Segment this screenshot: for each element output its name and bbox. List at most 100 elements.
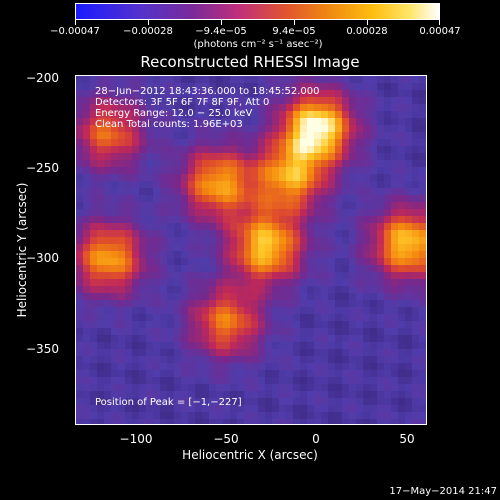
heatmap-cell	[384, 195, 391, 202]
heatmap-cell	[153, 321, 160, 328]
heatmap-cell	[104, 370, 111, 377]
heatmap-cell	[90, 174, 97, 181]
heatmap-cell	[384, 251, 391, 258]
heatmap-cell	[188, 419, 195, 424]
heatmap-cell	[97, 363, 104, 370]
heatmap-cell	[300, 111, 307, 118]
heatmap-cell	[244, 83, 251, 90]
heatmap-cell	[398, 286, 405, 293]
heatmap-cell	[307, 181, 314, 188]
heatmap-cell	[279, 195, 286, 202]
heatmap-cell	[90, 118, 97, 125]
heatmap-cell	[328, 328, 335, 335]
heatmap-cell	[405, 181, 412, 188]
heatmap-cell	[216, 230, 223, 237]
heatmap-cell	[237, 405, 244, 412]
heatmap-cell	[384, 223, 391, 230]
heatmap-cell	[181, 174, 188, 181]
heatmap-cell	[258, 237, 265, 244]
heatmap-cell	[335, 384, 342, 391]
heatmap-cell	[97, 146, 104, 153]
heatmap-cell	[314, 111, 321, 118]
heatmap-cell	[230, 188, 237, 195]
heatmap-cell	[335, 251, 342, 258]
heatmap-cell	[412, 76, 419, 83]
heatmap-cell	[265, 314, 272, 321]
heatmap-cell	[230, 111, 237, 118]
heatmap-cell	[181, 230, 188, 237]
heatmap-cell	[377, 377, 384, 384]
heatmap-cell	[342, 314, 349, 321]
heatmap-cell	[377, 202, 384, 209]
heatmap-cell	[307, 132, 314, 139]
heatmap-cell	[83, 335, 90, 342]
heatmap-cell	[349, 188, 356, 195]
heatmap-cell	[412, 293, 419, 300]
heatmap-cell	[412, 167, 419, 174]
heatmap-cell	[237, 167, 244, 174]
heatmap-cell	[111, 146, 118, 153]
heatmap-cell	[181, 90, 188, 97]
heatmap-cell	[216, 146, 223, 153]
heatmap-cell	[412, 398, 419, 405]
heatmap-cell	[146, 139, 153, 146]
heatmap-cell	[265, 349, 272, 356]
heatmap-cell	[125, 370, 132, 377]
heatmap-cell	[195, 139, 202, 146]
heatmap-cell	[244, 118, 251, 125]
heatmap-cell	[342, 195, 349, 202]
heatmap-cell	[251, 118, 258, 125]
heatmap-cell	[83, 132, 90, 139]
heatmap-cell	[118, 160, 125, 167]
heatmap-cell	[279, 202, 286, 209]
heatmap-cell	[293, 111, 300, 118]
heatmap-cell	[202, 188, 209, 195]
heatmap-cell	[328, 195, 335, 202]
heatmap-cell	[181, 286, 188, 293]
heatmap-cell	[139, 398, 146, 405]
heatmap-cell	[293, 258, 300, 265]
heatmap-cell	[419, 125, 426, 132]
heatmap-cell	[125, 258, 132, 265]
heatmap-cell	[132, 174, 139, 181]
heatmap-cell	[293, 405, 300, 412]
heatmap-cell	[293, 328, 300, 335]
heatmap-cell	[188, 230, 195, 237]
heatmap-cell	[146, 314, 153, 321]
heatmap-cell	[314, 83, 321, 90]
heatmap-cell	[293, 279, 300, 286]
heatmap-cell	[83, 230, 90, 237]
heatmap-cell	[314, 370, 321, 377]
heatmap-cell	[405, 293, 412, 300]
heatmap-cell	[181, 335, 188, 342]
heatmap-cell	[125, 321, 132, 328]
heatmap-cell	[83, 104, 90, 111]
heatmap-cell	[335, 258, 342, 265]
heatmap-cell	[265, 342, 272, 349]
heatmap-cell	[405, 209, 412, 216]
heatmap-cell	[97, 104, 104, 111]
heatmap-cell	[237, 258, 244, 265]
heatmap-cell	[216, 328, 223, 335]
heatmap-cell	[307, 405, 314, 412]
heatmap-cell	[300, 272, 307, 279]
heatmap-cell	[307, 356, 314, 363]
heatmap-cell	[265, 76, 272, 83]
heatmap-cell	[258, 349, 265, 356]
heatmap-cell	[132, 139, 139, 146]
heatmap-cell	[377, 391, 384, 398]
heatmap-cell	[328, 230, 335, 237]
heatmap-cell	[76, 349, 83, 356]
heatmap-cell	[104, 104, 111, 111]
heatmap-cell	[265, 272, 272, 279]
heatmap-cell	[356, 83, 363, 90]
heatmap-cell	[265, 216, 272, 223]
heatmap-cell	[286, 391, 293, 398]
heatmap-cell	[83, 419, 90, 424]
heatmap-cell	[202, 223, 209, 230]
heatmap-cell	[174, 300, 181, 307]
heatmap-cell	[279, 412, 286, 419]
heatmap-cell	[230, 328, 237, 335]
heatmap-cell	[307, 153, 314, 160]
heatmap-cell	[398, 405, 405, 412]
